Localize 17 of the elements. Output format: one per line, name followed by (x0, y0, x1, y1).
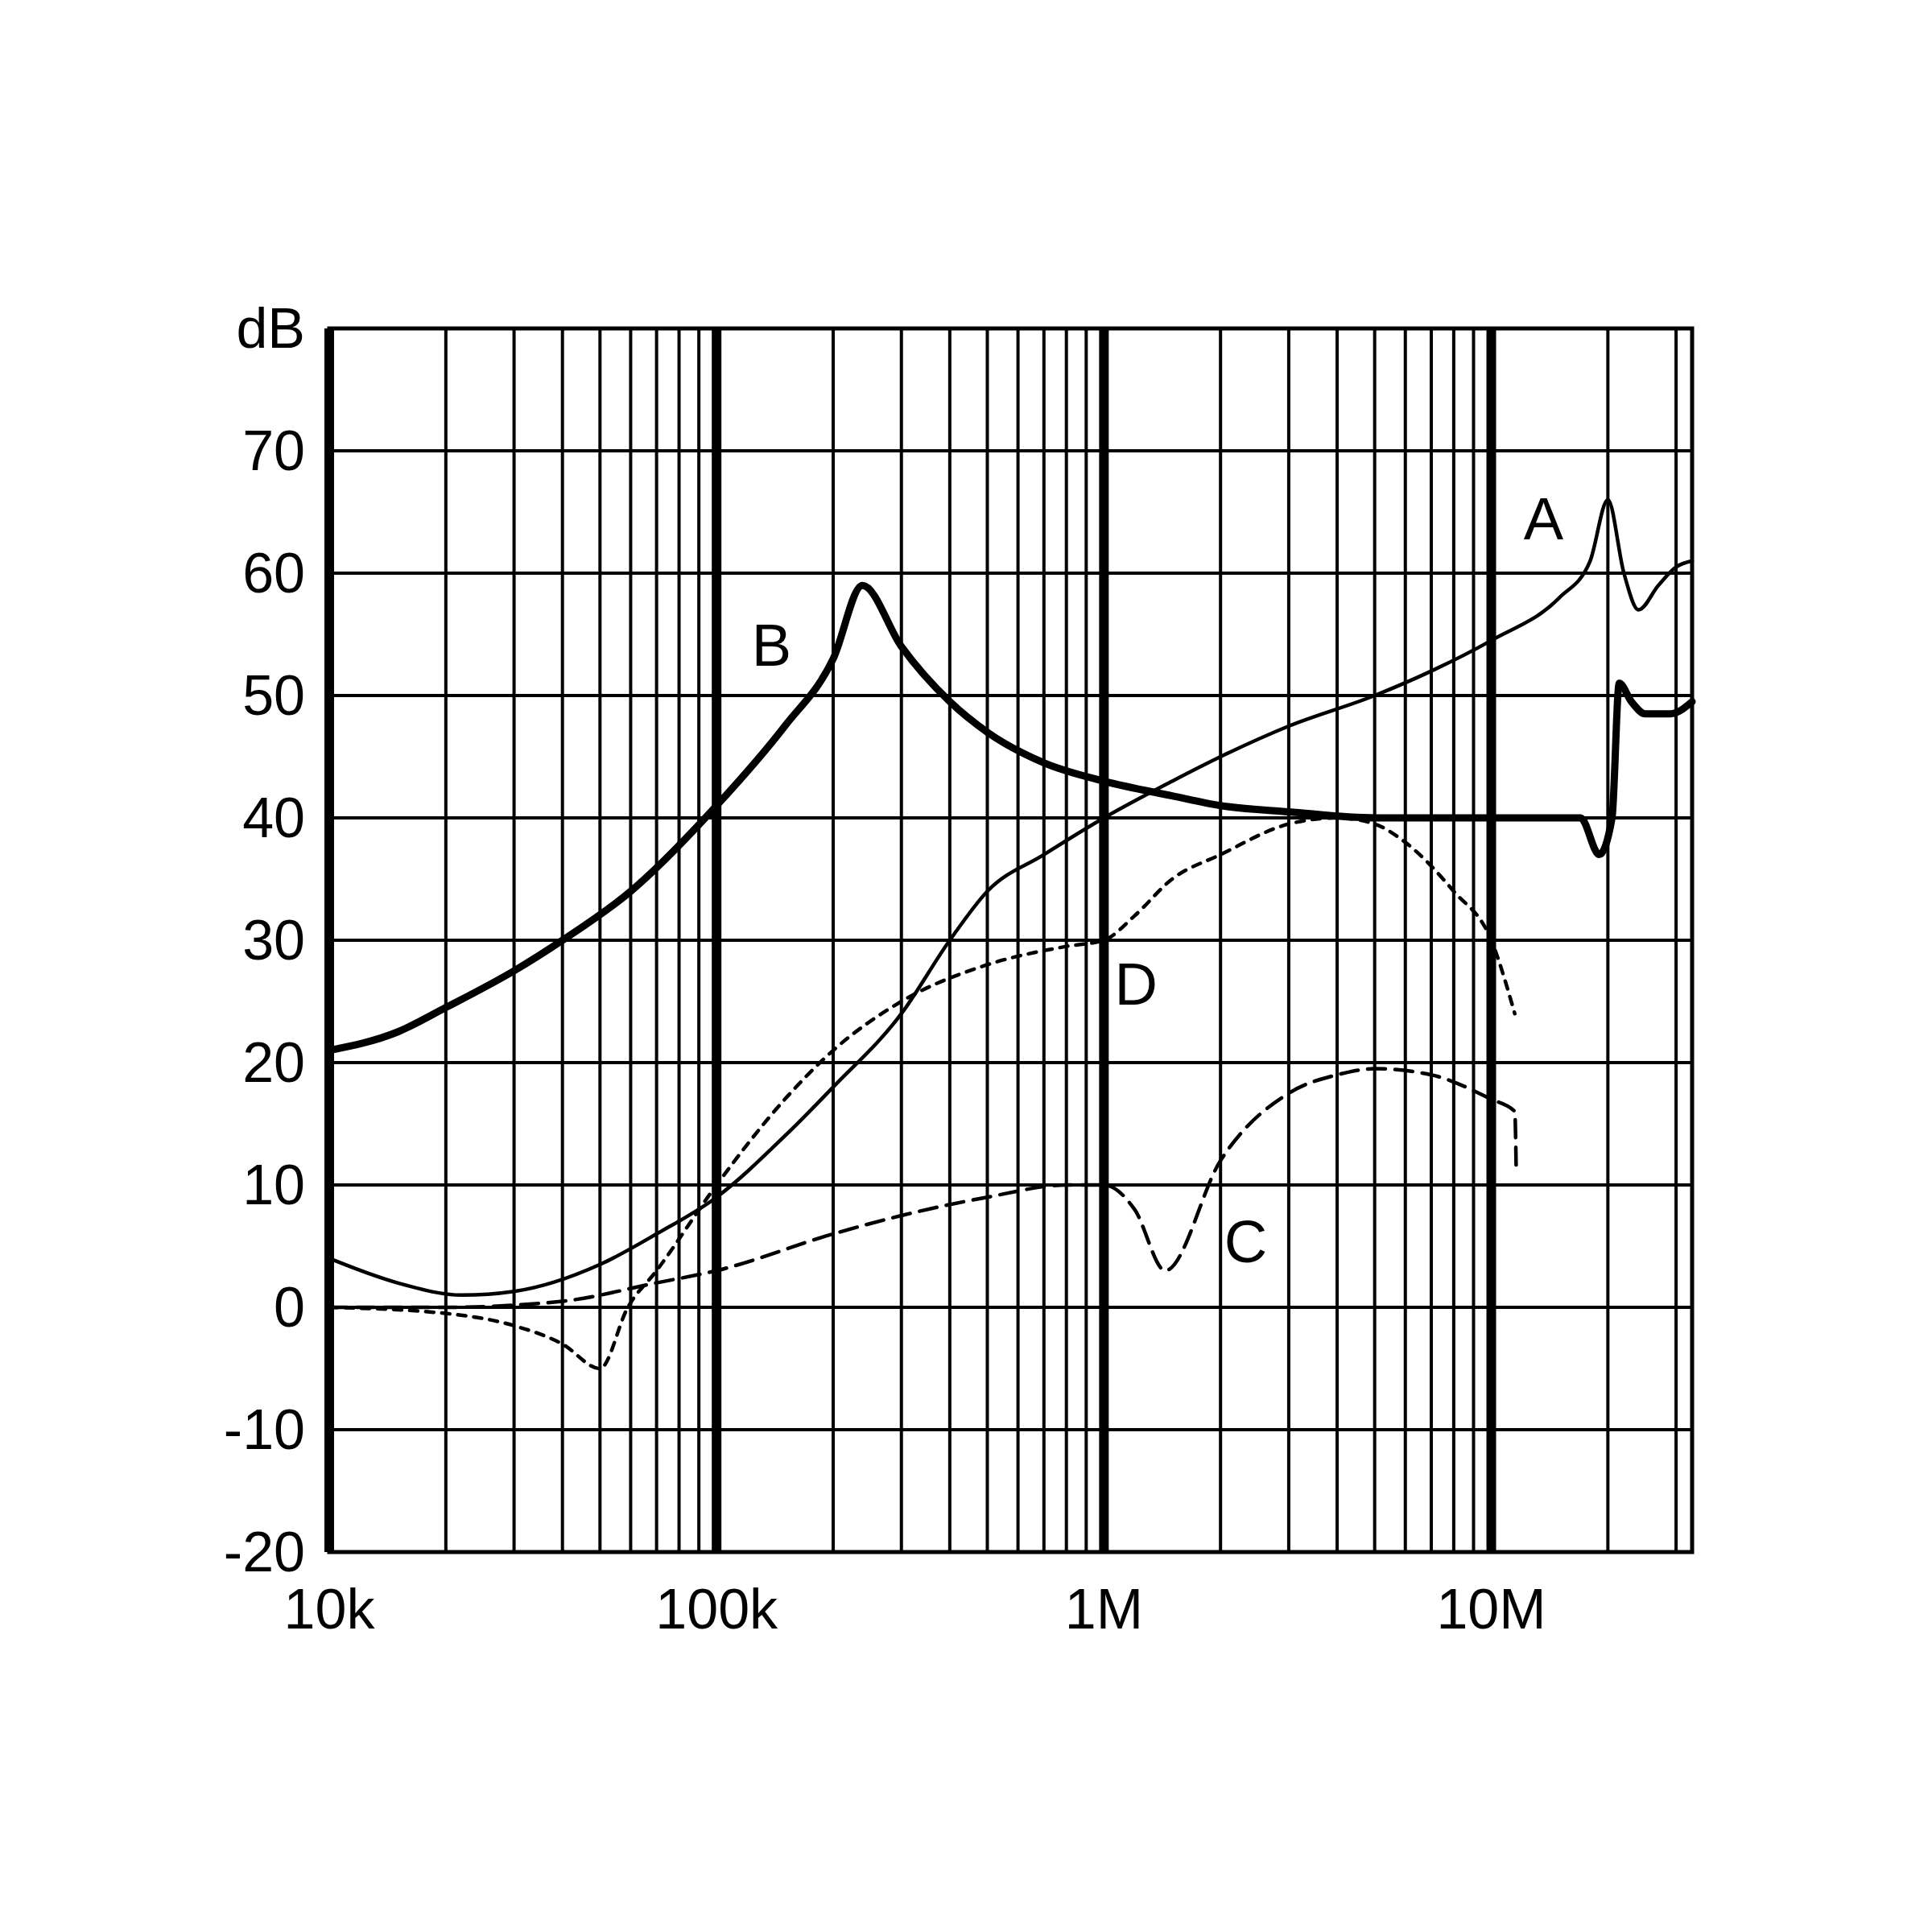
y-tick-label: 70 (242, 419, 305, 482)
x-tick-label: 100k (655, 1578, 779, 1641)
y-tick-label: 60 (242, 542, 305, 605)
series-label: C (1224, 1208, 1268, 1276)
y-tick-label: -10 (223, 1398, 305, 1461)
y-tick-label: 0 (274, 1276, 305, 1339)
series-label: D (1114, 951, 1158, 1018)
y-tick-label: 10 (242, 1154, 305, 1216)
y-tick-label: 30 (242, 909, 305, 972)
x-tick-label: 1M (1064, 1578, 1143, 1641)
x-tick-label: 10M (1436, 1578, 1546, 1641)
y-tick-label: 40 (242, 786, 305, 849)
y-tick-label: 20 (242, 1031, 305, 1094)
series-label: B (751, 612, 792, 679)
y-axis-title: dB (236, 297, 305, 360)
series-label: A (1523, 485, 1564, 552)
y-tick-label: 50 (242, 664, 305, 727)
